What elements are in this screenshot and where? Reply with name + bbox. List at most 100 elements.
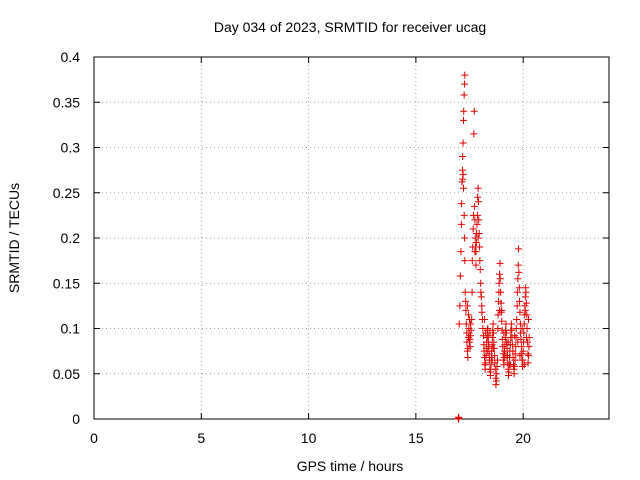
- data-point: [477, 279, 485, 287]
- data-point: [472, 239, 480, 247]
- data-point: [474, 184, 482, 192]
- y-axis-label: SRMTID / TECUs: [6, 183, 22, 293]
- data-point: [519, 363, 527, 371]
- data-point: [459, 139, 467, 147]
- data-point: [505, 368, 513, 376]
- data-point: [516, 352, 524, 360]
- data-point: [460, 116, 468, 124]
- data-point: [515, 268, 523, 276]
- y-tick-label: 0: [72, 411, 80, 427]
- data-point: [511, 350, 519, 358]
- data-point: [473, 211, 481, 219]
- data-point: [518, 325, 526, 332]
- data-point: [484, 347, 492, 355]
- data-point: [497, 299, 505, 307]
- data-point: [521, 306, 529, 314]
- data-point: [519, 347, 527, 355]
- data-point: [498, 317, 506, 325]
- data-point: [522, 299, 530, 307]
- y-tick-label: 0.25: [53, 185, 80, 201]
- data-point: [513, 288, 521, 296]
- data-point: [520, 329, 528, 337]
- data-point: [476, 257, 484, 265]
- data-point: [477, 293, 485, 301]
- data-point: [461, 80, 469, 88]
- data-point: [516, 297, 524, 305]
- data-point: [493, 363, 501, 371]
- data-point: [514, 338, 522, 346]
- data-point: [494, 325, 502, 332]
- data-point: [496, 306, 504, 314]
- data-point: [523, 338, 531, 346]
- data-point: [525, 315, 533, 323]
- data-point: [490, 338, 498, 346]
- data-point: [520, 320, 528, 328]
- data-point: [478, 308, 486, 316]
- data-point: [500, 329, 508, 337]
- data-point: [464, 311, 472, 319]
- data-point: [525, 352, 533, 360]
- data-point: [511, 332, 519, 340]
- data-point: [457, 220, 465, 228]
- data-point: [508, 326, 516, 334]
- data-point: [475, 216, 483, 224]
- data-point: [456, 272, 464, 280]
- data-point: [456, 302, 464, 310]
- data-point: [514, 275, 522, 283]
- data-point: [475, 229, 483, 237]
- data-point: [461, 71, 469, 79]
- data-point: [470, 130, 478, 138]
- data-point: [498, 335, 506, 343]
- data-point: [522, 288, 530, 296]
- data-point: [524, 350, 532, 358]
- data-point: [497, 288, 505, 296]
- data-point: [462, 297, 470, 305]
- data-point: [476, 243, 484, 251]
- data-point: [464, 353, 472, 361]
- data-point: [504, 338, 512, 346]
- data-point: [461, 257, 469, 265]
- data-point: [469, 225, 477, 233]
- data-point: [468, 257, 476, 265]
- axis-ticks: 0 5 10 15 20 0 0.05 0.1 0.15 0.2 0.25 0.3 0.35 0.4: [53, 49, 609, 446]
- data-point: [525, 343, 533, 351]
- data-point: [508, 341, 516, 349]
- data-point: [496, 259, 504, 267]
- data-point: [461, 234, 469, 242]
- data-point: [458, 200, 466, 208]
- data-point: [482, 359, 490, 367]
- data-point: [459, 171, 467, 179]
- data-point: [522, 334, 530, 342]
- x-tick-label: 5: [197, 430, 205, 446]
- data-point: [486, 329, 494, 337]
- data-point: [460, 91, 468, 99]
- data-point: [466, 343, 474, 351]
- data-point: [507, 320, 515, 328]
- data-point: [455, 320, 463, 328]
- data-point: [460, 211, 468, 219]
- data-point: [467, 326, 475, 334]
- data-point: [461, 288, 469, 296]
- data-point: [484, 325, 492, 332]
- y-tick-label: 0.05: [53, 366, 80, 382]
- data-points: [454, 71, 533, 423]
- y-tick-label: 0.3: [61, 140, 81, 156]
- data-point: [474, 234, 482, 242]
- data-point: [468, 315, 476, 323]
- grid: [94, 57, 609, 419]
- data-point: [455, 414, 463, 422]
- data-point: [478, 302, 486, 310]
- plot-area-border: [93, 56, 610, 420]
- data-point: [489, 320, 497, 328]
- data-point: [485, 343, 493, 351]
- data-point: [472, 261, 480, 269]
- data-point: [514, 261, 522, 269]
- x-tick-label: 20: [515, 430, 531, 446]
- x-tick-label: 0: [90, 430, 98, 446]
- x-tick-label: 10: [301, 430, 317, 446]
- data-point: [488, 334, 496, 342]
- data-point: [513, 302, 521, 310]
- data-point: [468, 288, 476, 296]
- data-point: [463, 302, 471, 310]
- data-point: [458, 166, 466, 174]
